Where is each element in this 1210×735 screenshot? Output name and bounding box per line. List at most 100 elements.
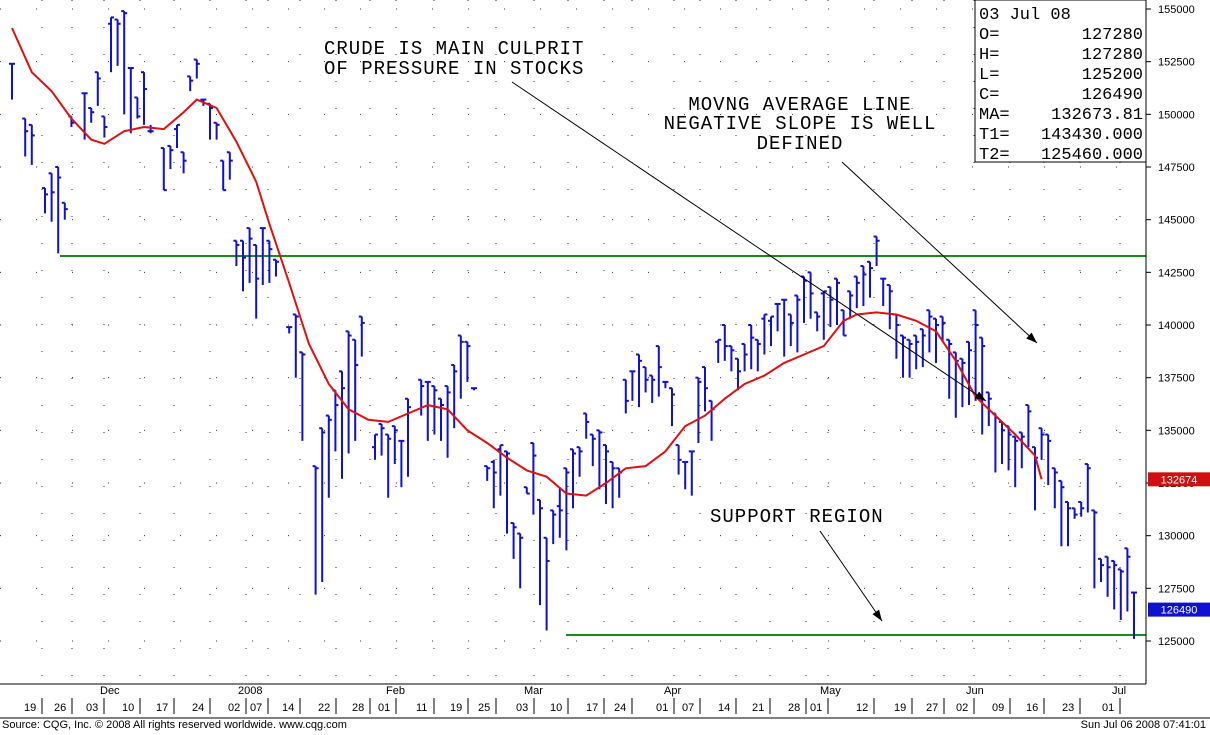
x-month-label: Jun	[966, 685, 984, 697]
ohlc-bar	[1104, 555, 1111, 597]
ohlc-bar	[570, 448, 576, 509]
ohlc-bar	[378, 423, 385, 456]
ohlc-bar	[385, 433, 392, 498]
ohlc-bar	[966, 340, 972, 406]
ohlc-bar	[827, 286, 834, 328]
ohlc-bar	[1111, 559, 1118, 610]
y-tick-label: 147500	[1158, 162, 1195, 174]
price-tag-label: 132674	[1161, 474, 1198, 486]
ohlc-bar	[94, 71, 101, 106]
moving-average-line	[11, 27, 1043, 497]
ohlc-bar	[748, 324, 755, 370]
ohlc-bar	[768, 315, 774, 347]
ohlc-bar	[523, 486, 530, 495]
ohlc-bar	[510, 522, 517, 559]
x-day-label: 03	[86, 702, 98, 714]
ohlc-bar	[735, 357, 741, 391]
ohlc-bar	[979, 336, 986, 435]
info-row-value: 127280	[1082, 26, 1143, 45]
x-day-label: 26	[54, 702, 66, 714]
x-day-label: 14	[718, 702, 730, 714]
support-annotation-line: SUPPORT REGION	[710, 506, 884, 528]
ohlc-bar	[358, 315, 365, 357]
ohlc-bar	[405, 397, 411, 477]
ohlc-bar	[1131, 591, 1137, 639]
ohlc-bar	[1038, 427, 1045, 460]
x-day-label: 19	[450, 702, 462, 714]
ohlc-bar	[576, 446, 583, 477]
ohlc-bar	[1098, 557, 1104, 583]
y-tick-label: 130000	[1158, 531, 1195, 543]
ohlc-bar	[537, 498, 543, 606]
ohlc-bar	[180, 151, 187, 174]
ohlc-bar	[345, 330, 352, 454]
ohlc-bar	[22, 117, 29, 157]
ohlc-bar	[636, 353, 642, 408]
ohlc-bar	[682, 460, 689, 490]
x-day-label: 19	[24, 702, 36, 714]
ohlc-bar	[655, 345, 662, 397]
ohlc-bar	[1091, 509, 1098, 589]
info-row-label: C=	[979, 86, 999, 105]
ohlc-bar	[418, 378, 425, 416]
x-month-label: Jul	[1112, 685, 1126, 697]
ohlc-bar	[589, 433, 596, 467]
ohlc-bar	[867, 260, 873, 298]
info-row-label: MA=	[979, 106, 1010, 125]
info-row-value: 126490	[1082, 86, 1143, 105]
y-tick-label: 140000	[1158, 320, 1195, 332]
horizontal-lines	[60, 255, 1146, 636]
ohlc-bar	[781, 298, 788, 357]
ohlc-bar	[530, 441, 537, 515]
x-month-label: Dec	[100, 685, 120, 697]
ohlc-bar	[233, 239, 240, 267]
ohlc-bar	[913, 334, 920, 370]
ohlc-bar	[187, 75, 194, 92]
price-bars	[9, 10, 1137, 639]
x-day-label: 23	[1062, 702, 1074, 714]
ohlc-bar	[246, 227, 253, 283]
ma-annotation-line: MOVNG AVERAGE LINE	[688, 94, 911, 116]
x-day-label: 24	[614, 702, 626, 714]
ohlc-bar	[919, 328, 926, 368]
ohlc-bar	[55, 166, 62, 254]
info-row-value: 132673.81	[1051, 106, 1143, 125]
ohlc-bar	[715, 338, 722, 363]
ohlc-bar	[933, 317, 939, 363]
ohlc-bar	[774, 302, 781, 332]
crude-annotation-line: CRUDE IS MAIN CULPRIT	[324, 38, 584, 60]
ohlc-bar	[147, 124, 154, 134]
y-tick-label: 145000	[1158, 215, 1195, 227]
ohlc-bar	[464, 340, 471, 382]
y-tick-label: 125000	[1158, 636, 1195, 648]
price-tags: 132674 126490	[1148, 472, 1210, 617]
ohlc-bar	[550, 509, 557, 545]
ohlc-bar	[127, 66, 134, 134]
x-day-label: 28	[788, 702, 800, 714]
ohlc-bar	[1051, 467, 1058, 509]
y-tick-label: 150000	[1158, 109, 1195, 121]
x-month-label: Feb	[386, 685, 405, 697]
ohlc-bar	[286, 326, 293, 334]
x-day-label: 01	[810, 702, 822, 714]
ohlc-bar	[325, 414, 332, 498]
ohlc-bar	[134, 96, 141, 119]
ma-arrow-head	[1026, 332, 1037, 343]
ohlc-bar	[1045, 433, 1052, 486]
x-day-label: 17	[586, 702, 598, 714]
y-tick-label: 135000	[1158, 425, 1195, 437]
support-arrow	[819, 530, 883, 622]
info-row-value: 125200	[1082, 66, 1143, 85]
ohlc-bar	[688, 450, 695, 496]
y-tick-label: 127500	[1158, 583, 1195, 595]
info-row-label: O=	[979, 26, 999, 45]
ohlc-bar	[490, 459, 497, 509]
ohlc-bar	[906, 338, 913, 378]
ohlc-bar	[61, 201, 68, 220]
ohlc-bar	[603, 444, 609, 505]
x-day-label: 02	[956, 702, 968, 714]
y-tick-label: 155000	[1158, 4, 1195, 16]
ohlc-bar	[1025, 404, 1032, 448]
x-day-label: 16	[1026, 702, 1038, 714]
